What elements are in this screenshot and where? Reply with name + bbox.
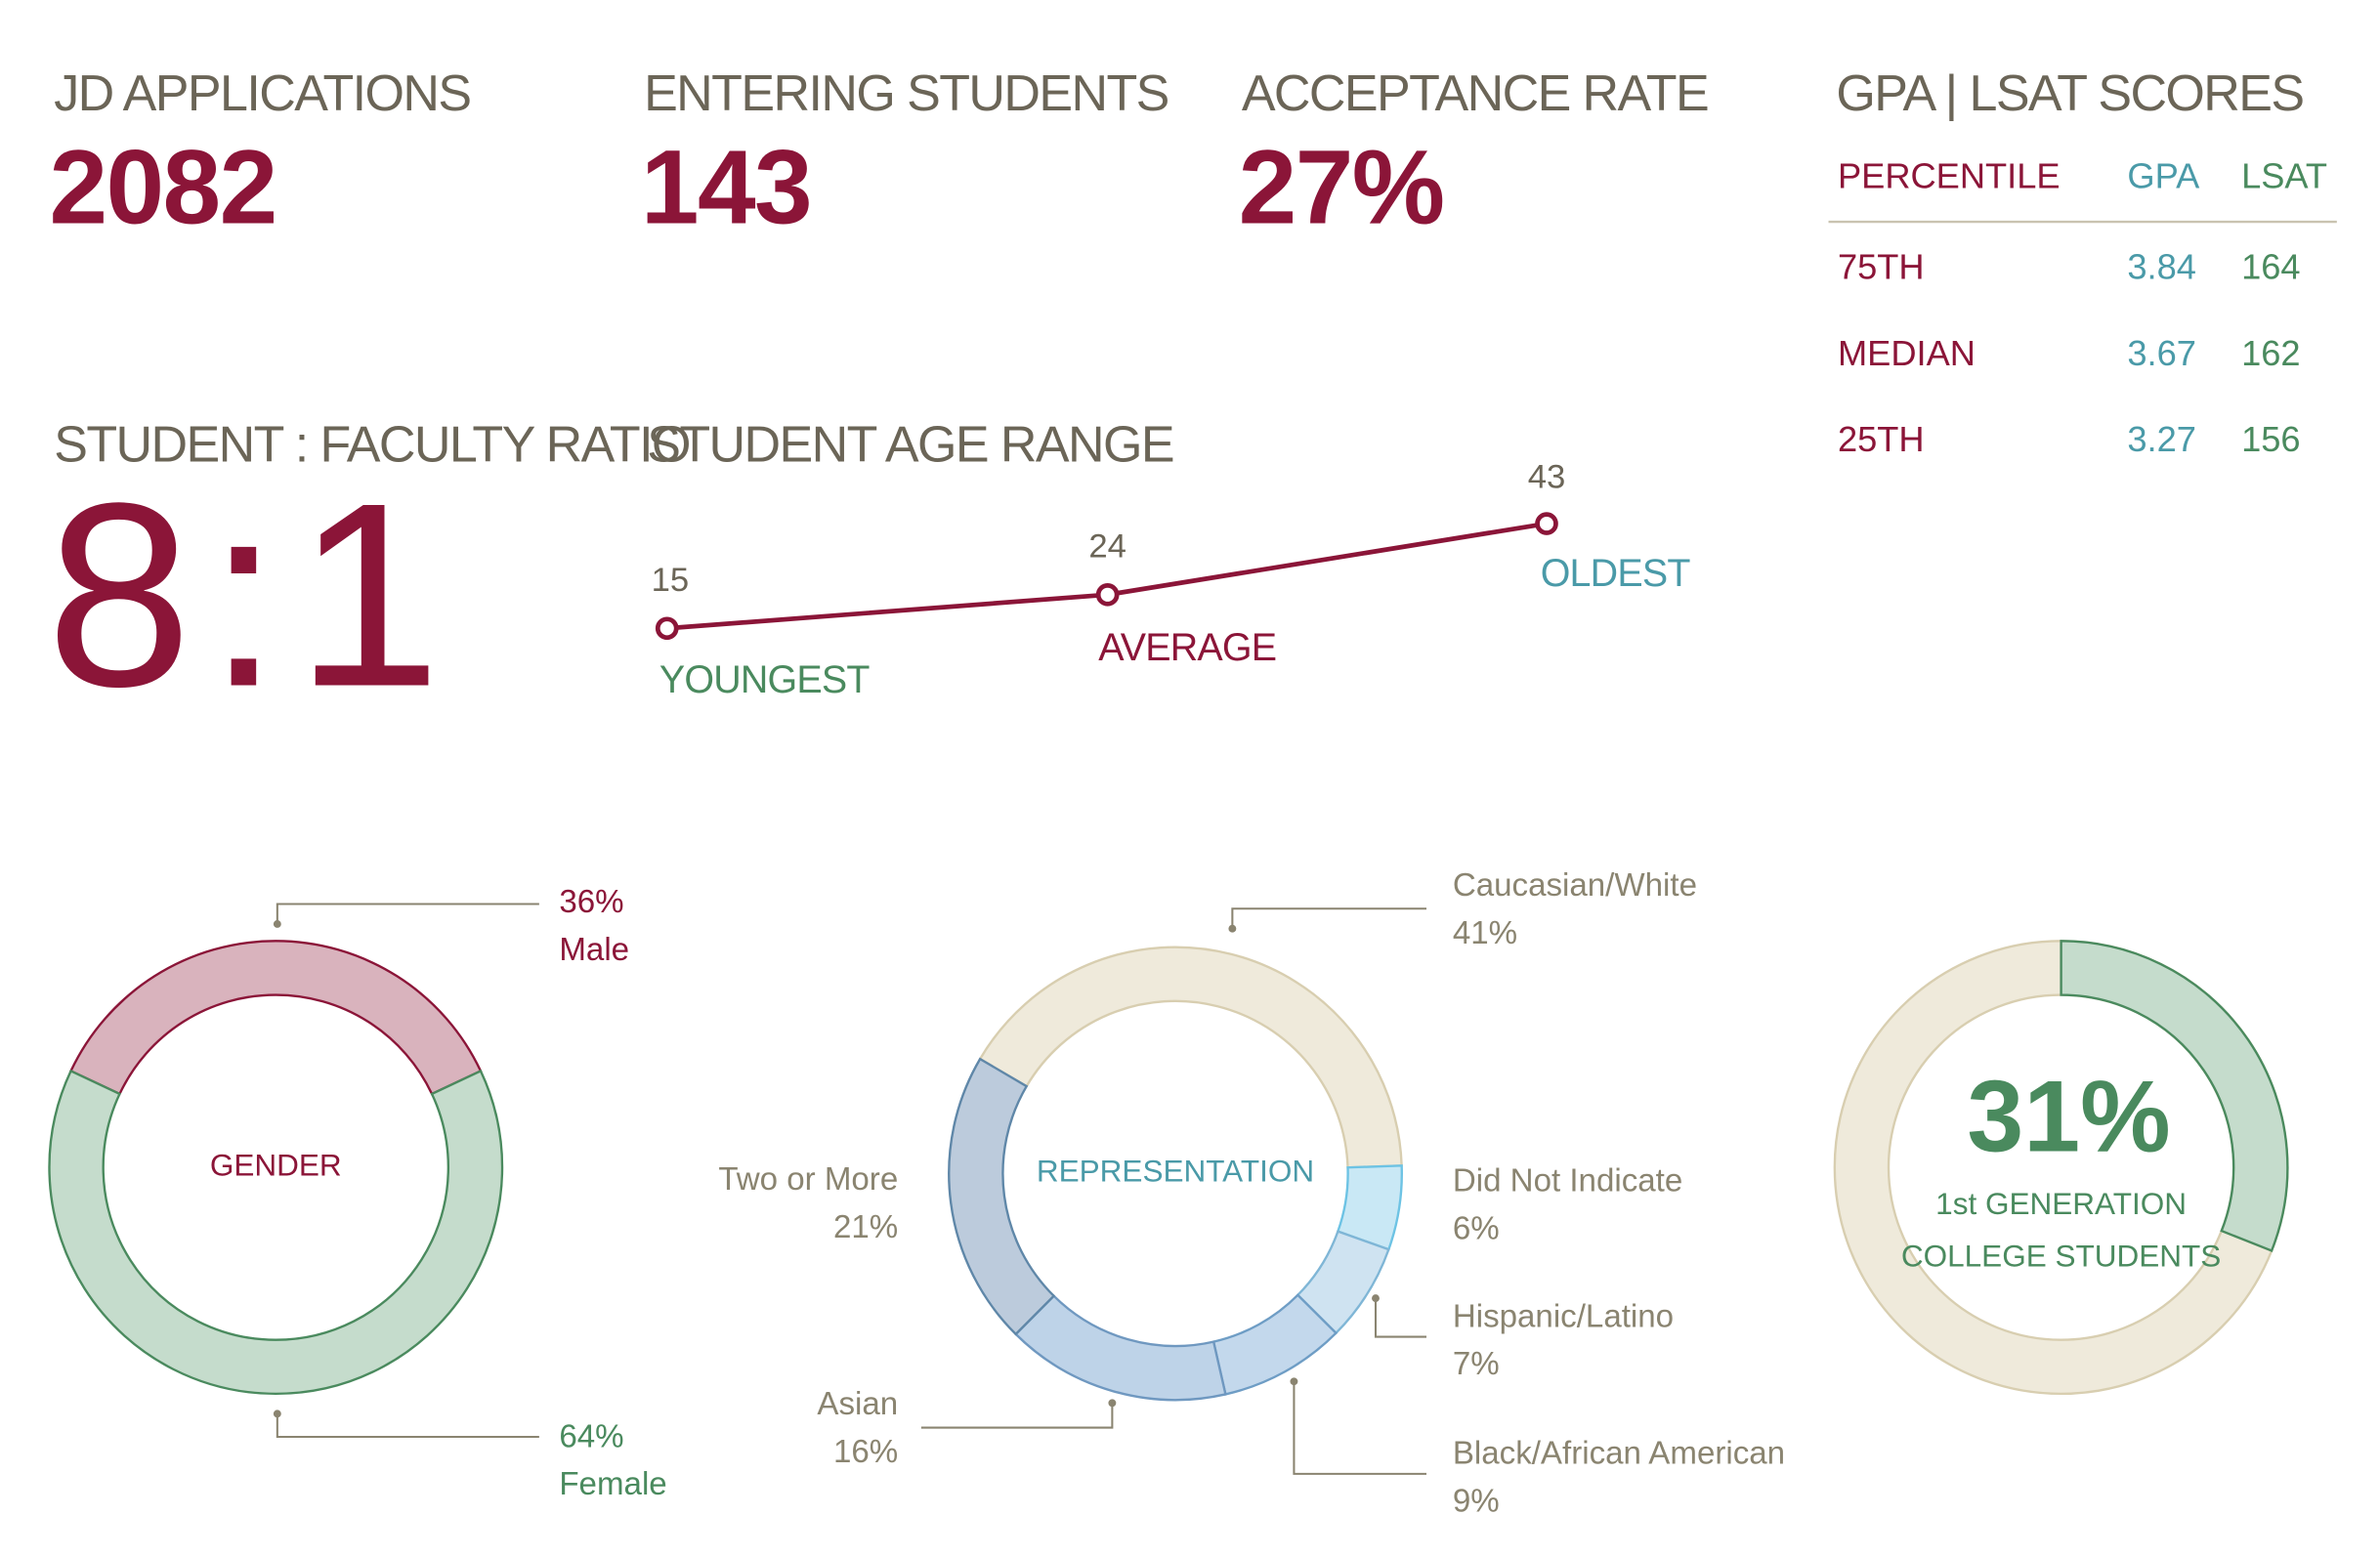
leader-dot xyxy=(1228,924,1237,933)
callout-label: Did Not Indicate xyxy=(1453,1163,1682,1199)
leader-line xyxy=(276,903,539,924)
stat-value: 2082 xyxy=(49,129,276,246)
value-label: 24 xyxy=(1088,527,1126,565)
stat-label: ENTERING STUDENTS xyxy=(644,65,1169,122)
stat-value: 27% xyxy=(1239,129,1444,246)
donut-segment xyxy=(48,1069,504,1396)
age-point xyxy=(1095,582,1120,607)
category-label: OLDEST xyxy=(1541,552,1691,595)
age-point xyxy=(655,616,679,641)
stat-value: 143 xyxy=(641,129,811,246)
stat-label: JD APPLICATIONS xyxy=(54,65,470,122)
callout-label: 6% xyxy=(1453,1210,1500,1246)
donut-segment xyxy=(1014,1294,1227,1402)
age-point xyxy=(1535,512,1558,535)
table-cell: 164 xyxy=(2241,246,2300,286)
value-label: 15 xyxy=(652,562,690,599)
donut-title: REPRESENTATION xyxy=(1037,1154,1314,1189)
callout-label: 16% xyxy=(833,1434,898,1470)
value-label: 43 xyxy=(1528,458,1566,495)
table-cell: 3.27 xyxy=(2127,419,2196,459)
ratio-value: 8:1 xyxy=(46,447,456,740)
table-header: GPA xyxy=(2127,155,2200,195)
donut-segment xyxy=(68,940,483,1096)
leader-dot xyxy=(273,1410,281,1418)
callout-label: Female xyxy=(559,1466,666,1502)
donut-title: GENDER xyxy=(210,1147,342,1182)
donut-segment xyxy=(948,1057,1056,1336)
table-cell: MEDIAN xyxy=(1838,333,1976,373)
leader-line xyxy=(1293,1381,1427,1475)
donut-segment xyxy=(978,946,1403,1169)
table-title: GPA | LSAT SCORES xyxy=(1836,65,2303,122)
table-body: 75TH 3.84 164 MEDIAN 3.67 162 25TH 3.27 156 xyxy=(1838,246,2301,459)
table-cell: 3.67 xyxy=(2127,333,2196,373)
gauge-title: COLLEGE STUDENTS xyxy=(1901,1238,2221,1273)
callout-label: Caucasian/White xyxy=(1453,867,1697,904)
callout-label: 41% xyxy=(1453,915,1517,951)
callout-label: Asian xyxy=(817,1386,898,1422)
callout-label: Black/African American xyxy=(1453,1436,1785,1472)
table-header: PERCENTILE xyxy=(1838,155,2061,195)
gauge-segment xyxy=(2060,940,2289,1252)
leader-dot xyxy=(1290,1377,1298,1386)
charts: STUDENT AGE RANGE 15 YOUNGEST 24 AVERAGE 43 OL… xyxy=(48,417,2289,1520)
table-cell: 162 xyxy=(2241,333,2300,373)
callout-label: 64% xyxy=(559,1418,623,1454)
table-cell: 25TH xyxy=(1838,419,1925,459)
leader-dot xyxy=(273,920,281,928)
stat-label: ACCEPTANCE RATE xyxy=(1242,65,1708,122)
leader-dot xyxy=(1372,1294,1380,1303)
ratio-label: STUDENT : FACULTY RATIO xyxy=(54,417,690,474)
leader-line xyxy=(920,1403,1114,1429)
category-label: YOUNGEST xyxy=(659,658,871,701)
leader-dot xyxy=(1108,1399,1117,1408)
leader-line xyxy=(1374,1298,1427,1338)
callout-label: Hispanic/Latino xyxy=(1453,1298,1674,1334)
callout-label: 36% xyxy=(559,884,623,920)
table-cell: 75TH xyxy=(1838,246,1925,286)
chart-title: STUDENT AGE RANGE xyxy=(647,417,1173,474)
leader-line xyxy=(1231,907,1427,929)
table-header: LSAT xyxy=(2241,155,2327,195)
category-label: AVERAGE xyxy=(1098,626,1276,669)
table-cell: 156 xyxy=(2241,419,2300,459)
callout-label: Male xyxy=(559,932,629,968)
gauge-value: 31% xyxy=(1967,1060,2170,1173)
gauge-title: 1st GENERATION xyxy=(1935,1186,2187,1221)
table-cell: 3.84 xyxy=(2127,246,2196,286)
callout-label: 21% xyxy=(833,1209,898,1245)
callout-label: Two or More xyxy=(718,1161,898,1198)
callout-label: 9% xyxy=(1453,1484,1500,1520)
leader-line xyxy=(276,1413,539,1439)
callout-label: 7% xyxy=(1453,1346,1500,1382)
